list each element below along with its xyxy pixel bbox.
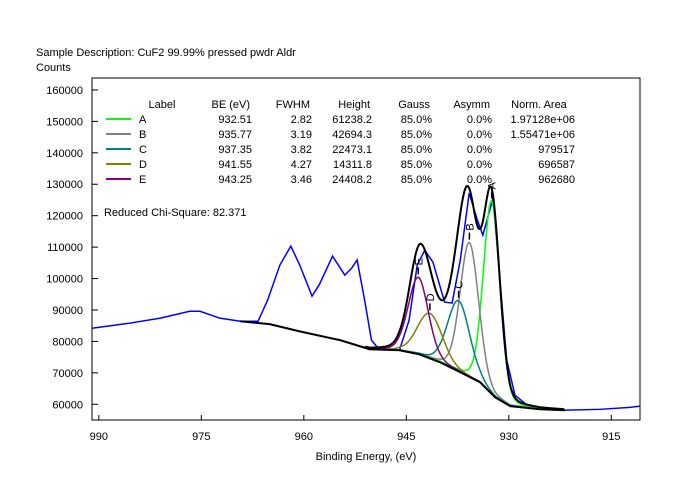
table-header: Gauss bbox=[398, 99, 430, 111]
y-tick-label: 150000 bbox=[46, 116, 83, 128]
component-A bbox=[409, 200, 560, 411]
table-cell: 941.55 bbox=[218, 159, 252, 171]
sample-description: Sample Description: CuF2 99.99% pressed … bbox=[36, 47, 296, 59]
results-table: Label BE (eV) FWHM Height Gauss Asymm Norm. Ar… bbox=[106, 99, 575, 186]
table-cell: 24408.2 bbox=[332, 174, 372, 186]
y-tick-label: 140000 bbox=[46, 148, 83, 160]
y-tick-label: 130000 bbox=[46, 179, 83, 191]
x-tick-label: 945 bbox=[397, 431, 415, 443]
table-cell: 943.25 bbox=[218, 174, 252, 186]
table-header: Height bbox=[338, 99, 370, 111]
peak-label-E: E bbox=[413, 258, 425, 265]
curves: A B C D E bbox=[91, 181, 641, 412]
table-header: Norm. Area bbox=[511, 99, 568, 111]
table-cell: 935.77 bbox=[218, 129, 252, 141]
table-cell: 0.0% bbox=[467, 159, 492, 171]
table-cell: 85.0% bbox=[401, 129, 432, 141]
spectrum-line bbox=[91, 192, 641, 412]
table-cell: 85.0% bbox=[401, 174, 432, 186]
x-tick-label: 975 bbox=[192, 431, 210, 443]
table-cell: 0.0% bbox=[467, 144, 492, 156]
fit-envelope bbox=[365, 184, 565, 411]
table-cell: 4.27 bbox=[291, 159, 312, 171]
table-cell: 85.0% bbox=[401, 114, 432, 126]
table-header: Label bbox=[149, 99, 176, 111]
table-cell: 42694.3 bbox=[332, 129, 372, 141]
table-header: Asymm bbox=[453, 99, 490, 111]
x-axis-label: Binding Energy, (eV) bbox=[316, 451, 417, 463]
table-cell: 2.82 bbox=[291, 114, 312, 126]
table-cell: 14311.8 bbox=[333, 159, 372, 171]
table-cell: 0.0% bbox=[467, 174, 492, 186]
table-cell: 3.19 bbox=[291, 129, 312, 141]
table-cell: 61238.2 bbox=[332, 114, 372, 126]
y-tick-label: 60000 bbox=[52, 399, 83, 411]
y-tick-label: 90000 bbox=[52, 305, 83, 317]
y-axis: 60000 70000 80000 90000 100000 110000 120000 13… bbox=[46, 85, 98, 411]
y-axis-label: Counts bbox=[36, 62, 71, 74]
y-tick-label: 80000 bbox=[52, 336, 83, 348]
y-tick-label: 70000 bbox=[52, 368, 83, 380]
background-line bbox=[240, 320, 565, 412]
table-cell: 937.35 bbox=[218, 144, 252, 156]
y-tick-label: 120000 bbox=[46, 211, 83, 223]
plot-frame bbox=[91, 77, 641, 421]
peak-label-D: D bbox=[425, 293, 437, 301]
table-cell: 85.0% bbox=[401, 159, 432, 171]
x-tick-label: 915 bbox=[602, 431, 620, 443]
y-tick-label: 110000 bbox=[47, 242, 83, 254]
row-label: A bbox=[139, 114, 147, 126]
peak-label-B: B bbox=[464, 223, 476, 230]
table-cell: 0.0% bbox=[467, 114, 492, 126]
table-cell: 3.82 bbox=[291, 144, 312, 156]
table-cell: 696587 bbox=[538, 159, 575, 171]
row-label: E bbox=[139, 174, 146, 186]
peak-label-C: C bbox=[454, 281, 466, 289]
table-header: FWHM bbox=[276, 99, 310, 111]
row-label: D bbox=[139, 159, 147, 171]
x-tick-label: 990 bbox=[90, 431, 108, 443]
chi-square-label: Reduced Chi-Square: 82.371 bbox=[104, 207, 246, 219]
y-tick-label: 100000 bbox=[46, 274, 83, 286]
table-cell: 979517 bbox=[538, 144, 575, 156]
x-axis: 990 975 960 945 930 915 bbox=[90, 415, 620, 443]
table-cell: 1.97128e+06 bbox=[510, 114, 575, 126]
x-tick-label: 960 bbox=[295, 431, 313, 443]
y-tick-label: 160000 bbox=[46, 85, 83, 97]
row-label: B bbox=[139, 129, 146, 141]
table-cell: 962680 bbox=[538, 174, 575, 186]
table-cell: 0.0% bbox=[467, 129, 492, 141]
peak-label-A: A bbox=[487, 181, 499, 189]
row-label: C bbox=[139, 144, 147, 156]
table-cell: 22473.1 bbox=[332, 144, 372, 156]
component-B bbox=[387, 241, 538, 410]
table-cell: 85.0% bbox=[401, 144, 432, 156]
table-cell: 1.55471e+06 bbox=[510, 129, 575, 141]
table-cell: 932.51 bbox=[218, 114, 252, 126]
table-cell: 3.46 bbox=[291, 174, 312, 186]
x-tick-label: 930 bbox=[500, 431, 518, 443]
table-header: BE (eV) bbox=[211, 99, 250, 111]
